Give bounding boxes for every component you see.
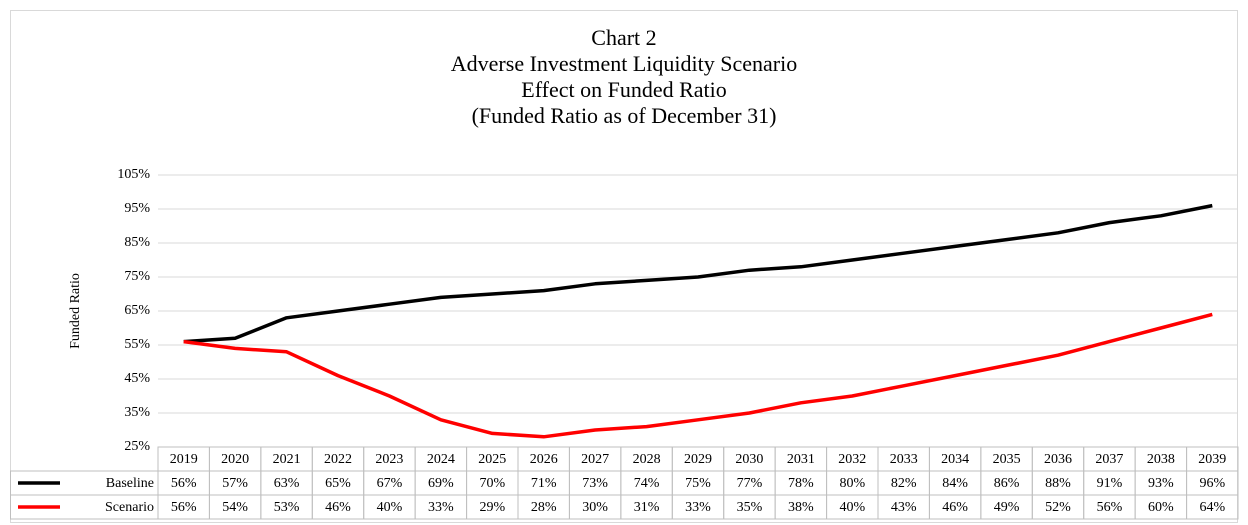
data-label: 60% xyxy=(1148,500,1174,515)
x-tick-label: 2037 xyxy=(1095,452,1123,467)
legend-label: Scenario xyxy=(105,500,154,515)
data-label: 38% xyxy=(788,500,814,515)
y-tick-label: 35% xyxy=(124,405,150,420)
data-label: 96% xyxy=(1199,476,1225,491)
x-tick-label: 2035 xyxy=(993,452,1021,467)
chart-title: Chart 2 xyxy=(591,25,656,50)
chart-border xyxy=(10,10,1238,523)
legend-label: Baseline xyxy=(106,476,154,491)
chart-title: Effect on Funded Ratio xyxy=(521,77,727,102)
x-tick-label: 2019 xyxy=(170,452,198,467)
data-label: 86% xyxy=(994,476,1020,491)
x-tick-label: 2026 xyxy=(530,452,558,467)
table-cell xyxy=(1186,494,1239,520)
y-tick-label: 85% xyxy=(124,235,150,250)
x-tick-label: 2030 xyxy=(735,452,763,467)
y-tick-label: 25% xyxy=(124,439,150,454)
data-label: 43% xyxy=(891,500,917,515)
data-label: 53% xyxy=(274,500,300,515)
data-label: 80% xyxy=(839,476,865,491)
data-label: 33% xyxy=(428,500,454,515)
data-label: 63% xyxy=(274,476,300,491)
data-label: 54% xyxy=(222,500,248,515)
data-label: 73% xyxy=(582,476,608,491)
x-tick-label: 2029 xyxy=(684,452,712,467)
y-tick-label: 75% xyxy=(124,269,150,284)
y-tick-label: 45% xyxy=(124,371,150,386)
x-tick-label: 2020 xyxy=(221,452,249,467)
x-tick-label: 2036 xyxy=(1044,452,1072,467)
data-label: 29% xyxy=(479,500,505,515)
data-label: 78% xyxy=(788,476,814,491)
data-label: 28% xyxy=(531,500,557,515)
data-label: 69% xyxy=(428,476,454,491)
data-label: 30% xyxy=(582,500,608,515)
x-tick-label: 2032 xyxy=(838,452,866,467)
x-tick-label: 2034 xyxy=(941,452,969,467)
data-label: 91% xyxy=(1097,476,1123,491)
data-label: 31% xyxy=(634,500,660,515)
data-label: 82% xyxy=(891,476,917,491)
data-label: 74% xyxy=(634,476,660,491)
data-label: 56% xyxy=(171,476,197,491)
x-tick-label: 2033 xyxy=(890,452,918,467)
x-tick-label: 2031 xyxy=(787,452,815,467)
data-label: 46% xyxy=(942,500,968,515)
y-axis-label: Funded Ratio xyxy=(68,273,83,349)
y-tick-label: 95% xyxy=(124,201,150,216)
data-label: 93% xyxy=(1148,476,1174,491)
series-line xyxy=(183,203,1213,344)
y-tick-label: 55% xyxy=(124,337,150,352)
data-label: 33% xyxy=(685,500,711,515)
x-tick-label: 2028 xyxy=(633,452,661,467)
data-label: 49% xyxy=(994,500,1020,515)
x-tick-label: 2022 xyxy=(324,452,352,467)
y-tick-label: 105% xyxy=(117,167,150,182)
chart-title: Adverse Investment Liquidity Scenario xyxy=(451,51,797,76)
data-label: 46% xyxy=(325,500,351,515)
data-label: 70% xyxy=(479,476,505,491)
data-label: 88% xyxy=(1045,476,1071,491)
x-tick-label: 2023 xyxy=(375,452,403,467)
data-label: 84% xyxy=(942,476,968,491)
chart-title: (Funded Ratio as of December 31) xyxy=(472,103,777,128)
data-label: 52% xyxy=(1045,500,1071,515)
data-label: 40% xyxy=(377,500,403,515)
data-label: 75% xyxy=(685,476,711,491)
data-label: 77% xyxy=(737,476,763,491)
x-tick-label: 2039 xyxy=(1198,452,1226,467)
data-label: 71% xyxy=(531,476,557,491)
data-label: 64% xyxy=(1199,500,1225,515)
data-label: 67% xyxy=(377,476,403,491)
series-line xyxy=(183,312,1213,439)
x-tick-label: 2024 xyxy=(427,452,455,467)
y-tick-label: 65% xyxy=(124,303,150,318)
x-tick-label: 2021 xyxy=(273,452,301,467)
data-label: 40% xyxy=(839,500,865,515)
data-label: 35% xyxy=(737,500,763,515)
data-label: 56% xyxy=(1097,500,1123,515)
x-tick-label: 2025 xyxy=(478,452,506,467)
data-label: 57% xyxy=(222,476,248,491)
data-label: 56% xyxy=(171,500,197,515)
x-tick-label: 2027 xyxy=(581,452,609,467)
x-tick-label: 2038 xyxy=(1147,452,1175,467)
data-label: 65% xyxy=(325,476,351,491)
